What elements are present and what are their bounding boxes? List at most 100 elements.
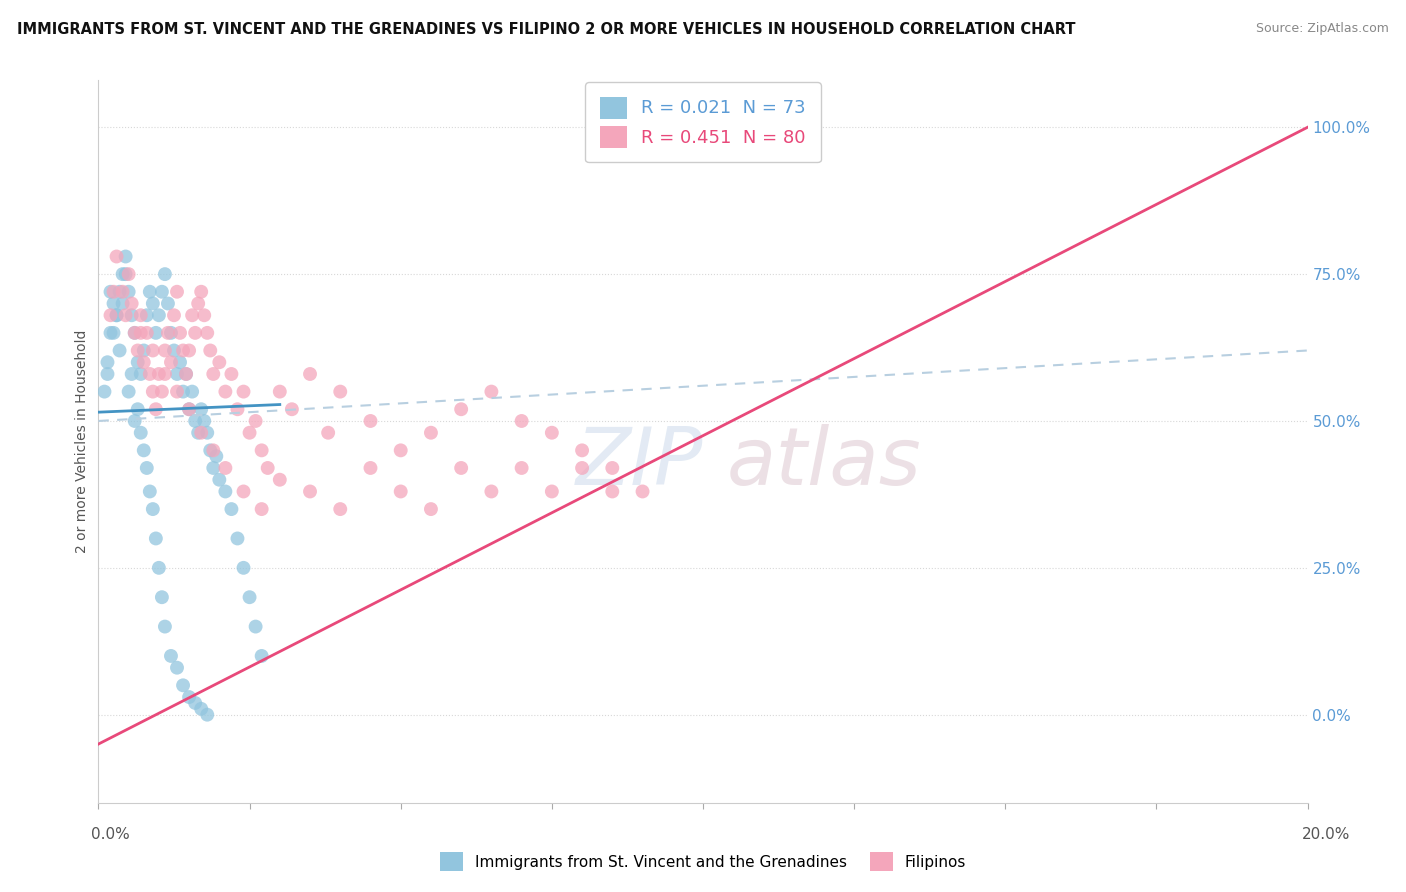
Point — [208, 355, 231, 369]
Text: ZIP: ZIP — [575, 425, 703, 502]
Text: atlas: atlas — [727, 425, 922, 502]
Point — [111, 296, 134, 310]
Point — [232, 484, 254, 499]
Point — [250, 502, 273, 516]
Point — [121, 308, 143, 322]
Point — [121, 296, 143, 310]
Point — [184, 414, 207, 428]
Point — [111, 285, 134, 299]
Point — [105, 308, 128, 322]
Point — [420, 502, 443, 516]
Point — [145, 326, 167, 340]
Point — [166, 285, 188, 299]
Point — [250, 648, 273, 663]
Point — [103, 296, 125, 310]
Point — [481, 384, 503, 399]
Point — [132, 443, 155, 458]
Point — [181, 308, 204, 322]
Point — [100, 308, 122, 322]
Point — [160, 326, 183, 340]
Point — [450, 461, 472, 475]
Point — [389, 484, 412, 499]
Point — [193, 308, 215, 322]
Point — [184, 326, 207, 340]
Point — [174, 367, 197, 381]
Point — [139, 367, 162, 381]
Point — [111, 267, 134, 281]
Point — [150, 285, 173, 299]
Point — [166, 384, 188, 399]
Point — [169, 355, 191, 369]
Point — [103, 285, 125, 299]
Point — [329, 384, 352, 399]
Point — [187, 296, 209, 310]
Point — [190, 402, 212, 417]
Point — [329, 502, 352, 516]
Point — [602, 484, 624, 499]
Point — [142, 343, 165, 358]
Point — [239, 425, 262, 440]
Point — [127, 343, 149, 358]
Point — [139, 285, 162, 299]
Point — [239, 591, 262, 605]
Point — [184, 696, 207, 710]
Point — [142, 384, 165, 399]
Point — [124, 326, 146, 340]
Point — [205, 449, 228, 463]
Point — [160, 648, 183, 663]
Point — [172, 343, 194, 358]
Point — [129, 425, 152, 440]
Point — [200, 343, 222, 358]
Point — [150, 384, 173, 399]
Point — [166, 661, 188, 675]
Text: 0.0%: 0.0% — [91, 827, 131, 841]
Point — [169, 326, 191, 340]
Point — [214, 461, 236, 475]
Point — [540, 425, 562, 440]
Point — [127, 355, 149, 369]
Point — [100, 285, 122, 299]
Point — [100, 326, 122, 340]
Point — [245, 414, 267, 428]
Point — [571, 443, 593, 458]
Point — [202, 367, 225, 381]
Y-axis label: 2 or more Vehicles in Household: 2 or more Vehicles in Household — [76, 330, 90, 553]
Point — [179, 343, 201, 358]
Point — [145, 532, 167, 546]
Point — [208, 473, 231, 487]
Point — [135, 461, 157, 475]
Point — [360, 414, 382, 428]
Point — [195, 707, 218, 722]
Point — [129, 308, 152, 322]
Point — [360, 461, 382, 475]
Point — [299, 367, 322, 381]
Point — [214, 384, 236, 399]
Point — [172, 678, 194, 692]
Point — [232, 561, 254, 575]
Point — [127, 402, 149, 417]
Text: Source: ZipAtlas.com: Source: ZipAtlas.com — [1256, 22, 1389, 36]
Point — [118, 267, 141, 281]
Point — [195, 425, 218, 440]
Point — [145, 402, 167, 417]
Point — [150, 591, 173, 605]
Point — [142, 502, 165, 516]
Point — [450, 402, 472, 417]
Point — [129, 326, 152, 340]
Point — [124, 326, 146, 340]
Point — [153, 619, 176, 633]
Point — [389, 443, 412, 458]
Point — [602, 461, 624, 475]
Point — [163, 308, 186, 322]
Point — [114, 308, 136, 322]
Point — [96, 367, 118, 381]
Point — [124, 414, 146, 428]
Point — [153, 267, 176, 281]
Point — [299, 484, 322, 499]
Point — [108, 343, 131, 358]
Point — [256, 461, 278, 475]
Point — [121, 367, 143, 381]
Point — [232, 384, 254, 399]
Point — [148, 308, 170, 322]
Point — [281, 402, 304, 417]
